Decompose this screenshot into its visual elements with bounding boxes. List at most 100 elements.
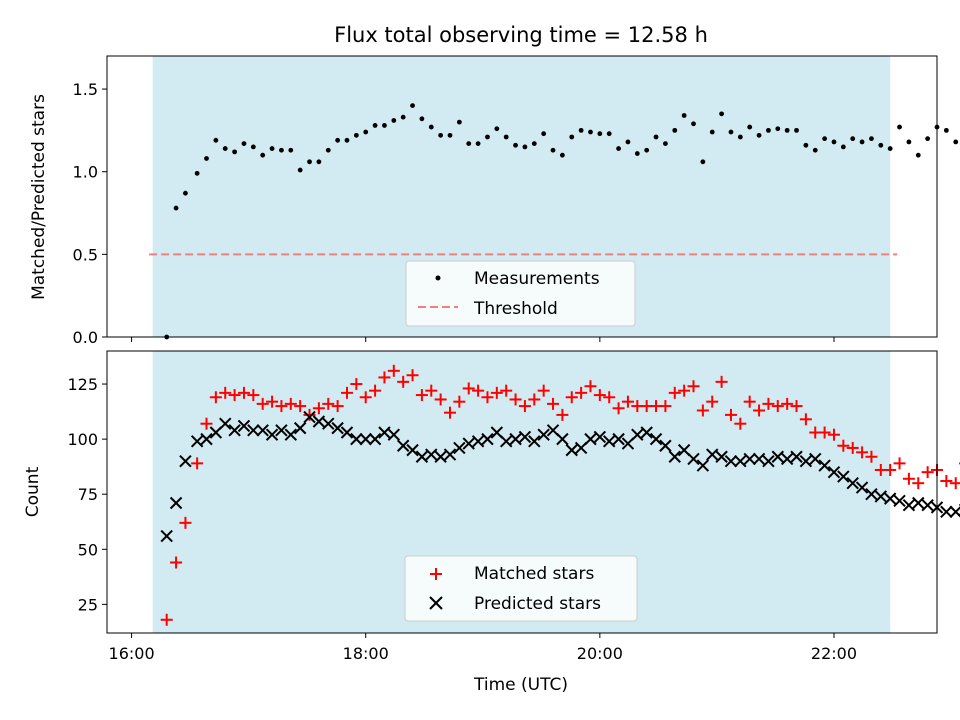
bottom-y-tick-label: 25 [78,595,98,614]
predicted-star-point [715,450,728,463]
matched-star-point [191,457,204,470]
predicted-star-point [453,441,466,455]
legend-predicted-label: Predicted stars [474,594,601,614]
predicted-star-point [668,450,681,463]
predicted-star-point [659,439,672,452]
predicted-star-point [312,415,326,428]
matched-star-point [331,400,344,413]
predicted-star-point [265,428,279,441]
matched-star-point [453,395,466,408]
matched-star-point [753,404,766,417]
measurement-point [766,127,771,133]
predicted-star-point [612,432,625,446]
predicted-star-point [415,450,429,463]
predicted-star-point [912,496,925,510]
bottom-legend: Matched stars Predicted stars [404,555,638,622]
measurement-point [569,134,575,140]
measurement-point [353,132,359,138]
matched-star-point [902,472,915,485]
measurement-point [681,113,687,118]
predicted-star-point [425,448,438,461]
matched-stars-points [160,364,960,626]
measurement-point [728,129,734,135]
bottom-y-axis-label: Count [23,466,43,517]
matched-star-point [547,397,560,410]
measurement-point [756,132,762,138]
predicted-star-point [780,452,794,466]
measurement-point [663,141,668,147]
matched-star-point [518,400,531,413]
measurement-point [906,139,912,145]
bottom-y-tick-label: 100 [67,430,98,449]
measurement-point [953,139,959,145]
measurement-point [943,127,949,133]
legend-matched-marker [430,568,442,580]
matched-star-point [256,397,269,410]
matched-star-point [170,556,183,569]
predicted-star-point [509,432,522,446]
matched-star-point [762,397,775,410]
x-axis-label: Time (UTC) [473,675,568,695]
matched-star-point [490,386,503,399]
predicted-star-point [855,481,869,494]
matched-star-point [209,391,222,404]
legend-measurements-marker [435,275,441,281]
bottom-y-tick-label: 125 [67,375,98,394]
matched-star-point [743,395,756,408]
matched-star-point [415,389,428,402]
measurement-point [260,152,266,158]
predicted-star-point [827,465,841,479]
measurement-point [475,141,481,147]
predicted-star-point [724,454,738,468]
measurement-point [616,146,621,151]
matched-star-point [921,466,934,479]
measurement-point [419,116,425,122]
measurement-point [775,126,781,132]
predicted-star-point [396,439,410,452]
predicted-star-point [331,421,344,435]
predicted-stars-points [160,410,960,543]
measurement-point [559,152,565,158]
measurement-point [700,159,706,165]
legend-threshold-label: Threshold [473,299,558,319]
matched-star-point [584,380,597,393]
predicted-star-point [340,426,354,439]
x-tick-label: 18:00 [343,644,389,663]
legend-matched-label: Matched stars [474,564,594,584]
predicted-star-point [537,428,550,441]
predicted-star-point [462,437,475,450]
predicted-star-point [275,424,288,437]
predicted-star-point [874,490,888,503]
measurement-point [325,147,331,153]
matched-star-point [425,384,438,397]
matched-star-point [406,369,419,382]
top-y-tick-label: 1.0 [73,163,98,182]
predicted-star-point [771,450,784,463]
measurement-point [672,127,678,133]
measurement-point [859,139,865,145]
top-y-axis-label: Matched/Predicted stars [29,94,49,300]
predicted-star-point [809,452,822,466]
measurement-point [269,146,275,151]
predicted-star-point [603,435,616,448]
matched-star-point [397,375,410,388]
matched-star-point [387,364,400,377]
matched-star-point [179,516,192,529]
matched-star-point [715,375,728,388]
matched-star-point [284,397,297,410]
matched-star-point [790,400,803,413]
predicted-star-point [762,454,775,468]
predicted-star-point [752,452,766,466]
measurement-point [653,134,659,140]
matched-star-point [856,446,869,459]
measurement-point [344,137,350,143]
matched-star-point [706,395,719,408]
predicted-star-point [237,419,251,433]
measurement-point [606,131,612,137]
measurement-point [485,134,490,140]
predicted-star-point [443,448,457,461]
measurement-point [691,121,696,127]
measurement-point [634,151,640,156]
measurement-point [456,119,462,125]
measurement-point [794,127,799,133]
